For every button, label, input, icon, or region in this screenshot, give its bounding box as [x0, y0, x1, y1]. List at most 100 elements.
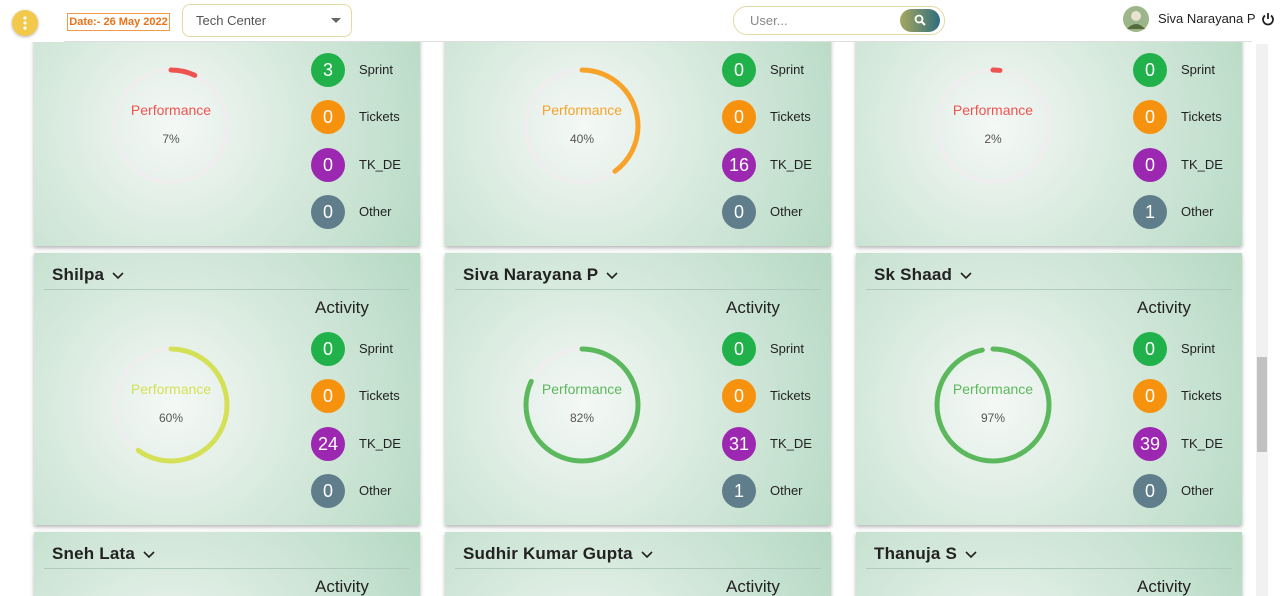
- scrollbar-thumb[interactable]: [1257, 357, 1267, 452]
- user-name: Thanuja S: [874, 544, 958, 563]
- gauge-arc: [112, 346, 230, 464]
- count-label: Sprint: [1181, 62, 1215, 77]
- count-label: TK_DE: [1181, 156, 1223, 172]
- count-label: TK_DE: [770, 156, 812, 172]
- user-card: Siva Narayana P Activity Performance 82% 0 Sp…: [445, 253, 831, 525]
- count-badge: 1: [1133, 194, 1167, 229]
- gauge-track: [934, 67, 1052, 185]
- count-badge: 0: [311, 332, 345, 366]
- count-label: TK_DE: [359, 156, 401, 172]
- count-label: Sprint: [359, 62, 393, 77]
- count-badge: 0: [1133, 379, 1167, 414]
- count-label: Sprint: [770, 62, 804, 77]
- activity-title: Activity: [315, 577, 369, 596]
- card-name: Sudhir Kumar Gupta: [463, 544, 653, 564]
- chevron: [112, 271, 124, 279]
- count-badge: 1: [722, 473, 756, 508]
- performance-label: Performance: [131, 102, 211, 118]
- card-divider: [455, 289, 821, 290]
- menu-icon: [23, 16, 27, 30]
- scrollbar[interactable]: [1256, 44, 1268, 596]
- count-badge: 24: [311, 426, 345, 461]
- user-card: Thanuja S Activity: [856, 532, 1242, 596]
- chevron: [641, 550, 653, 558]
- activity-title: Activity: [726, 577, 780, 596]
- dropdown-arrow: [331, 18, 341, 23]
- performance-gauge: Performance 2%: [934, 67, 1052, 185]
- count-badge: 0: [722, 379, 756, 414]
- dropdown-value: Tech Center: [196, 13, 267, 28]
- gauge-arc: [112, 67, 230, 185]
- power-button[interactable]: [1261, 12, 1275, 26]
- count-label: Tickets: [770, 109, 811, 125]
- count-badge: 0: [1133, 473, 1167, 508]
- count-badge: 39: [1133, 426, 1167, 461]
- search-placeholder: User...: [750, 13, 788, 28]
- card-name: Thanuja S: [874, 544, 977, 564]
- card-divider: [866, 289, 1232, 290]
- card-name: Sk Shaad: [874, 265, 972, 285]
- user-card: Sneh Lata Activity: [34, 532, 420, 596]
- count-badge: 0: [311, 473, 345, 508]
- performance-percent: 2%: [984, 132, 1002, 146]
- search-button[interactable]: [900, 9, 940, 32]
- gauge-arc: [934, 346, 1052, 464]
- card-divider: [44, 289, 410, 290]
- count-badge: 0: [1133, 53, 1167, 87]
- search-box[interactable]: User...: [733, 6, 945, 35]
- user-card: Shilpa Activity Performance 60% 0 Sprint 0 Tick…: [34, 253, 420, 525]
- performance-label: Performance: [953, 102, 1033, 118]
- count-label: Tickets: [1181, 388, 1222, 404]
- card-name: Sneh Lata: [52, 544, 155, 564]
- count-label: Other: [359, 203, 392, 219]
- user-name: Sudhir Kumar Gupta: [463, 544, 633, 563]
- user-name: Sk Shaad: [874, 265, 953, 284]
- chevron: [960, 271, 972, 279]
- count-badge: 0: [311, 379, 345, 414]
- count-badge: 0: [722, 332, 756, 366]
- count-badge: 0: [1133, 100, 1167, 135]
- activity-title: Activity: [1137, 298, 1191, 317]
- activity-title: Activity: [1137, 577, 1191, 596]
- chevron-path: [143, 550, 155, 558]
- count-label: Other: [770, 203, 803, 219]
- performance-gauge: Performance 60%: [112, 346, 230, 464]
- chevron-path: [965, 550, 977, 558]
- count-badge: 31: [722, 426, 756, 461]
- count-badge: 0: [311, 147, 345, 182]
- count-badge: 3: [311, 53, 345, 87]
- count-label: TK_DE: [1181, 435, 1223, 451]
- chevron-path: [960, 271, 972, 279]
- card-divider: [866, 568, 1232, 569]
- avatar[interactable]: [1122, 5, 1150, 33]
- chevron-path: [641, 550, 653, 558]
- activity-title: Activity: [315, 298, 369, 317]
- count-label: Other: [359, 482, 392, 498]
- count-label: Sprint: [359, 341, 393, 356]
- performance-gauge: Performance 40%: [523, 67, 641, 185]
- menu-button[interactable]: [12, 10, 38, 36]
- chevron: [143, 550, 155, 558]
- card-name: Siva Narayana P: [463, 265, 618, 285]
- performance-label: Performance: [542, 381, 622, 397]
- card-divider: [455, 568, 821, 569]
- count-label: TK_DE: [359, 435, 401, 451]
- activity-title: Activity: [726, 298, 780, 317]
- user-name: Siva Narayana P: [1158, 11, 1256, 26]
- count-badge: 0: [1133, 147, 1167, 182]
- card-divider: [44, 568, 410, 569]
- performance-gauge: Performance 97%: [934, 346, 1052, 464]
- top-bar: Date:- 26 May 2022 Tech Center User... S…: [0, 0, 1280, 42]
- chevron: [965, 550, 977, 558]
- count-label: Tickets: [359, 388, 400, 404]
- performance-percent: 40%: [570, 132, 594, 146]
- count-badge: 0: [722, 100, 756, 135]
- chevron: [606, 271, 618, 279]
- dropdown[interactable]: Tech Center: [182, 4, 352, 37]
- count-badge: 0: [311, 100, 345, 135]
- user-name: Shilpa: [52, 265, 105, 284]
- date-label: Date:- 26 May 2022: [67, 13, 170, 31]
- count-label: Tickets: [359, 109, 400, 125]
